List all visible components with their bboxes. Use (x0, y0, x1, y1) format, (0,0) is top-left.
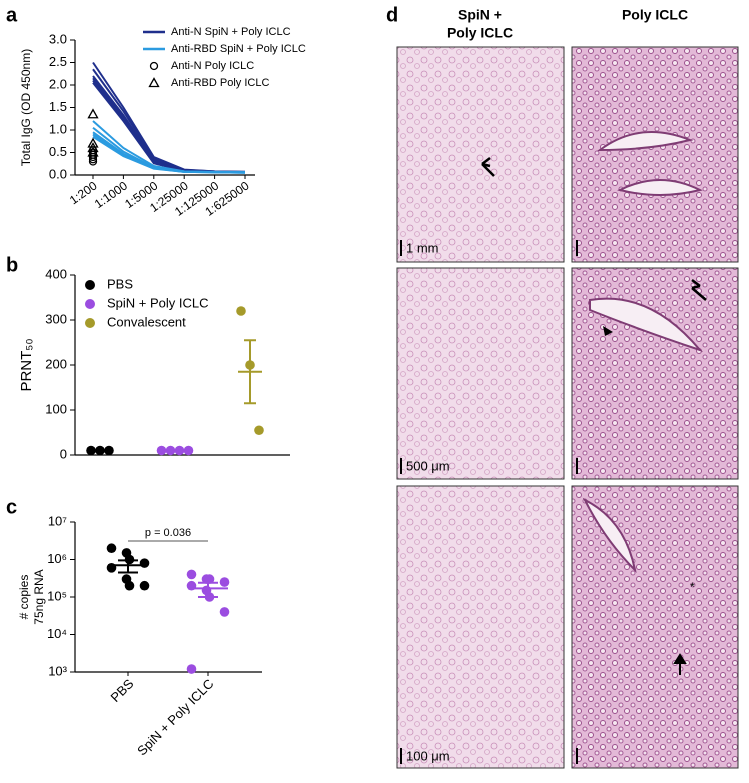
column-header: Poly ICLC (447, 25, 513, 41)
airway (582, 131, 704, 574)
x-tick-label: 1:1000 (92, 178, 130, 211)
point (186, 569, 197, 580)
marker (88, 157, 98, 166)
asterisk: * (690, 580, 695, 594)
panel-label: d (386, 4, 398, 26)
marker (149, 61, 159, 71)
y-tick-label: 100 (45, 401, 67, 416)
point (106, 543, 117, 554)
point (219, 577, 230, 587)
micrograph (571, 485, 739, 769)
scale-bar-label: 500 μm (406, 458, 450, 473)
x-tick-label: SpiN + Poly ICLC (134, 676, 216, 758)
panel-label: c (6, 496, 17, 518)
point (254, 425, 264, 436)
legend-label: Anti-N SpiN + Poly ICLC (171, 26, 291, 38)
point (156, 445, 167, 456)
arrowhead (603, 326, 613, 336)
y-tick-label: 10⁷ (48, 513, 67, 528)
y-axis-label: PRNT₅₀ (18, 338, 35, 391)
histology-grid: * 1 mm 500 μm 100 μm (396, 46, 739, 769)
y-tick-label: 1.5 (49, 99, 67, 114)
legend-label: PBS (107, 276, 133, 291)
marker (148, 77, 160, 88)
series-line (92, 75, 245, 173)
y-axis-label: Total IgG (OD 450nm) (19, 49, 33, 166)
point (219, 607, 230, 617)
micrograph (396, 46, 565, 263)
micrograph (396, 485, 565, 769)
x-tick-label: PBS (108, 676, 137, 705)
arrow (481, 157, 495, 177)
y-tick-label: 10³ (48, 663, 67, 678)
y-tick-label: 0.5 (49, 144, 67, 159)
annotation: p = 0.036 (145, 527, 191, 539)
legend-label: Anti-RBD SpiN + Poly ICLC (171, 43, 306, 55)
series-line (92, 77, 246, 174)
series-line (92, 79, 246, 174)
y-tick-label: 1.0 (49, 121, 67, 136)
point (204, 574, 215, 584)
marker (87, 108, 99, 119)
point (139, 580, 150, 591)
y-axis-label: 75ng RNA (32, 569, 46, 624)
point (124, 580, 135, 591)
point (186, 664, 197, 674)
y-tick-label: 3.0 (49, 31, 67, 46)
series-line (92, 135, 246, 174)
legend-label: Anti-N Poly ICLC (171, 60, 254, 72)
arrow (691, 279, 707, 301)
point (236, 306, 246, 316)
y-tick-label: 10⁴ (47, 626, 67, 641)
y-tick-label: 2.0 (49, 76, 67, 91)
micrograph (571, 46, 739, 263)
column-header: SpiN + (458, 7, 502, 23)
y-tick-label: 0.0 (49, 166, 67, 181)
y-tick-label: 400 (45, 266, 67, 281)
legend-label: SpiN + Poly ICLC (107, 295, 209, 310)
column-header: Poly ICLC (622, 7, 688, 23)
y-tick-label: 0 (60, 446, 67, 461)
arrow (673, 653, 687, 675)
y-tick-label: 200 (45, 356, 67, 371)
y-tick-label: 10⁵ (47, 588, 67, 603)
y-tick-label: 10⁶ (47, 551, 67, 566)
legend-label: Convalescent (107, 314, 186, 329)
scale-bar-label: 1 mm (406, 240, 439, 255)
panel-label: b (6, 254, 18, 276)
legend-label: Anti-RBD Poly ICLC (171, 77, 269, 89)
y-tick-label: 2.5 (49, 54, 67, 69)
legend-swatch (85, 318, 95, 328)
marker (87, 146, 99, 157)
marker (87, 142, 99, 153)
point (183, 445, 194, 456)
scale-bar-label: 100 μm (406, 748, 450, 763)
legend-swatch (85, 299, 95, 309)
y-axis-label: # copies (17, 575, 31, 620)
legend-swatch (85, 280, 95, 290)
marker (88, 152, 98, 162)
panel-label: a (6, 4, 18, 26)
point (139, 558, 150, 568)
micrograph (396, 267, 565, 480)
y-tick-label: 300 (45, 311, 67, 326)
